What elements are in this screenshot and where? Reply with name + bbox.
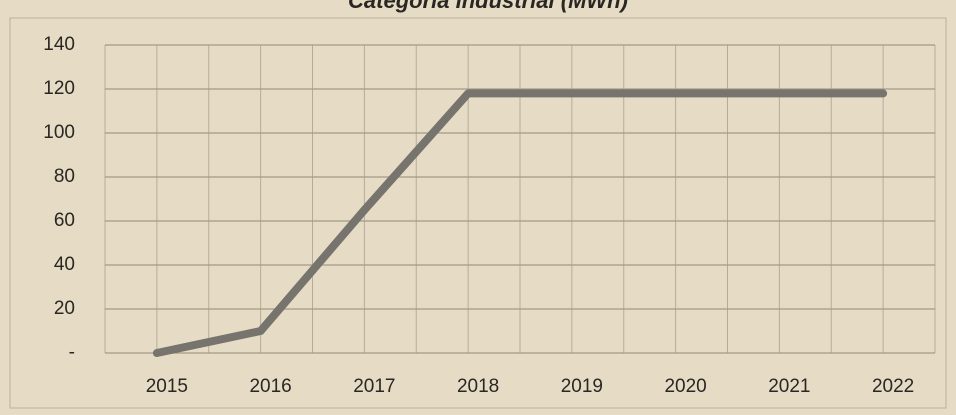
y-tick-label: 20 bbox=[54, 298, 75, 319]
y-tick-label: 120 bbox=[43, 78, 75, 99]
y-tick-label: 40 bbox=[54, 254, 75, 275]
chart-frame bbox=[9, 17, 947, 409]
x-tick-label: 2017 bbox=[353, 376, 395, 397]
x-tick-label: 2018 bbox=[457, 376, 499, 397]
line-series bbox=[152, 89, 888, 357]
y-tick-label: - bbox=[69, 342, 75, 363]
chart-title: Categoria Industrial (MWh) bbox=[348, 0, 628, 13]
x-tick-label: 2015 bbox=[146, 376, 188, 397]
x-tick-label: 2021 bbox=[768, 376, 810, 397]
y-tick-label: 100 bbox=[43, 122, 75, 143]
y-tick-label: 60 bbox=[54, 210, 75, 231]
x-tick-label: 2020 bbox=[664, 376, 706, 397]
y-tick-label: 140 bbox=[43, 34, 75, 55]
x-tick-label: 2016 bbox=[249, 376, 291, 397]
x-tick-label: 2022 bbox=[872, 376, 914, 397]
y-tick-label: 80 bbox=[54, 166, 75, 187]
x-tick-label: 2019 bbox=[561, 376, 603, 397]
